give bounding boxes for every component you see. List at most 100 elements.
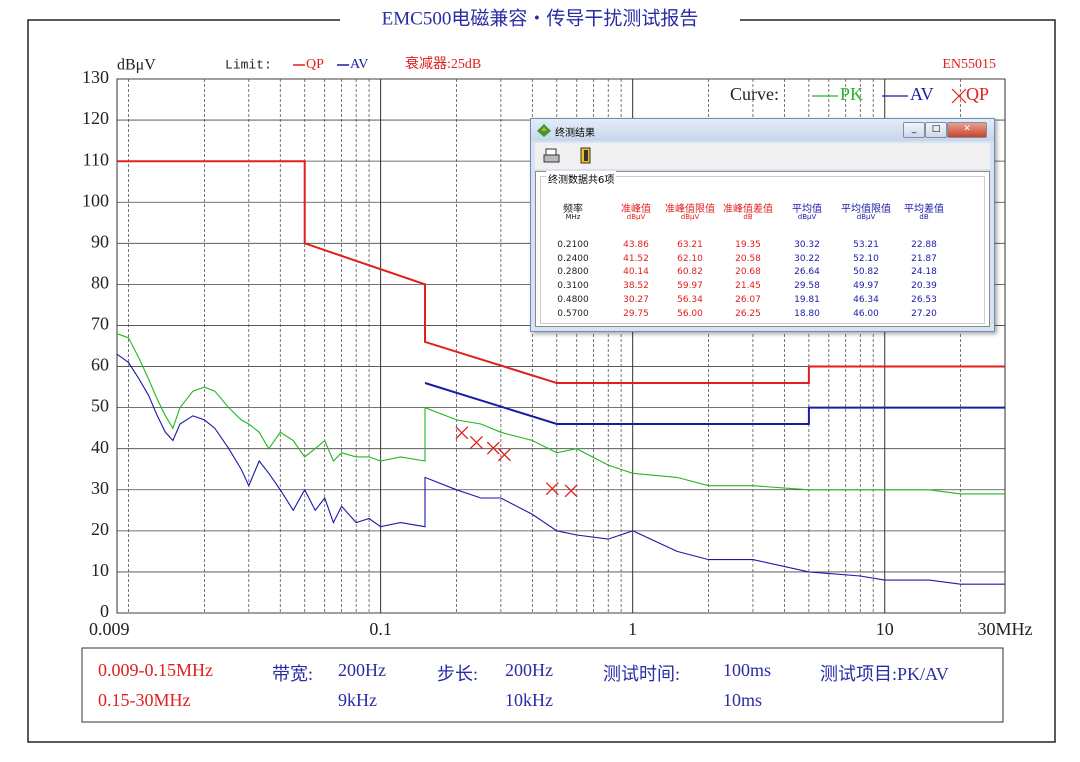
group-box (540, 176, 985, 324)
column-header: 频率 (563, 204, 583, 215)
minimize-button[interactable]: _ (903, 122, 925, 138)
table-cell: 40.14 (623, 267, 649, 278)
x-tick-label: 0.009 (89, 619, 130, 639)
setting-text: 0.15-30MHz (98, 690, 191, 710)
legend-swatch (951, 88, 967, 104)
x-tick-label: 10 (876, 619, 894, 639)
y-tick-label: 90 (91, 231, 109, 251)
legend-entry: PK (840, 84, 863, 104)
exit-button[interactable] (577, 147, 595, 165)
table-cell: 46.34 (853, 294, 879, 305)
setting-text: 10kHz (505, 690, 553, 710)
series-line (116, 353, 1005, 585)
toolbar (535, 143, 990, 169)
table-cell: 19.81 (794, 294, 820, 305)
table-cell: 18.80 (794, 308, 820, 319)
setting-text: 9kHz (338, 690, 377, 710)
table-cell: 30.32 (794, 240, 820, 250)
print-button[interactable] (543, 147, 561, 165)
y-tick-label: 50 (91, 396, 109, 416)
table-cell: 63.21 (677, 240, 703, 250)
legend-entry: QP (306, 57, 324, 72)
column-header: dBμV (680, 213, 700, 221)
table-cell: 22.88 (911, 240, 937, 250)
table-cell: 29.58 (794, 281, 820, 292)
table-cell: 0.2400 (557, 253, 589, 264)
y-tick-label: 70 (91, 314, 109, 334)
column-header: MHz (565, 213, 581, 221)
table-cell: 29.75 (623, 308, 649, 319)
y-tick-label: 100 (82, 190, 109, 210)
limit-label: Limit: (225, 57, 272, 72)
column-header: 平均值限值 (841, 204, 891, 215)
table-cell: 24.18 (911, 267, 937, 278)
table-cell: 60.82 (677, 267, 703, 278)
qp-cross (486, 441, 500, 455)
x-tick-label: 0.1 (369, 619, 392, 639)
table-cell: 43.86 (623, 240, 649, 250)
result-pane: 终测数据共6项 频率 MHz 准峰值 dBμV 准峰值限值 dBμV 准峰值差值 dB 平均值 d… (535, 171, 990, 327)
table-cell: 30.22 (794, 253, 820, 264)
table-cell: 38.52 (623, 281, 649, 292)
legend-entry: AV (910, 84, 934, 104)
standard: EN55015 (942, 57, 996, 72)
y-tick-label: 130 (82, 67, 109, 87)
column-header: dBμV (797, 213, 817, 221)
table-cell: 30.27 (623, 294, 649, 305)
table-cell: 59.97 (677, 281, 703, 292)
table-cell: 62.10 (677, 253, 703, 264)
column-header: dBμV (626, 213, 646, 221)
y-axis-label: dBμV (117, 57, 156, 74)
table-cell: 20.68 (735, 267, 761, 278)
setting-text: 0.009-0.15MHz (98, 660, 213, 680)
result-count: 终测数据共6项 (546, 171, 617, 186)
table-cell: 49.97 (853, 281, 879, 292)
column-header: 平均值 (792, 204, 822, 215)
qp-cross (497, 448, 511, 462)
y-tick-label: 120 (82, 108, 109, 128)
title-backdrop (340, 8, 740, 34)
y-tick-label: 40 (91, 437, 109, 457)
table-cell: 26.53 (911, 294, 937, 305)
series-line (116, 333, 1005, 495)
table-cell: 26.25 (735, 308, 761, 319)
series-line (117, 160, 1005, 384)
setting-text: 100ms (723, 660, 772, 680)
setting-text: 10ms (723, 690, 763, 710)
table-cell: 26.07 (735, 294, 761, 305)
table-cell: 56.00 (677, 308, 703, 319)
qp-cross (455, 426, 469, 440)
y-tick-label: 10 (91, 560, 109, 580)
column-header: dB (919, 213, 929, 221)
setting-text: 测试时间: (603, 664, 681, 684)
column-header: 准峰值限值 (665, 204, 715, 215)
qp-cross (545, 482, 559, 496)
y-tick-label: 20 (91, 519, 109, 539)
table-cell: 26.64 (794, 267, 820, 278)
x-tick-label: 1 (628, 619, 637, 639)
qp-cross (469, 435, 483, 449)
table-cell: 0.5700 (557, 308, 589, 319)
column-header: 平均差值 (904, 204, 944, 215)
settings-box (81, 647, 1004, 723)
maximize-button[interactable]: □ (925, 122, 947, 138)
legend-entry: QP (966, 84, 989, 104)
setting-text: 带宽: (272, 664, 314, 684)
close-button[interactable]: ✕ (947, 122, 987, 138)
window-titlebar: 终测结果 _ □ ✕ (531, 119, 994, 141)
attenuator: 衰减器:25dB (405, 55, 481, 72)
table-cell: 56.34 (677, 294, 703, 305)
table-cell: 0.2100 (557, 240, 589, 250)
table-cell: 52.10 (853, 253, 879, 264)
y-tick-label: 110 (83, 149, 109, 169)
table-cell: 53.21 (853, 240, 879, 250)
table-cell: 21.45 (735, 281, 761, 292)
setting-text: 200Hz (338, 660, 386, 680)
y-tick-label: 60 (91, 355, 109, 375)
y-tick-label: 30 (91, 478, 109, 498)
table-cell: 20.58 (735, 253, 761, 264)
result-window: 终测结果 _ □ ✕ 终测数据共6项 频率 MHz 准峰值 dBμV 准峰值限值 dBμV… (530, 118, 995, 332)
series-line (424, 382, 1005, 425)
table-cell: 27.20 (911, 308, 937, 319)
